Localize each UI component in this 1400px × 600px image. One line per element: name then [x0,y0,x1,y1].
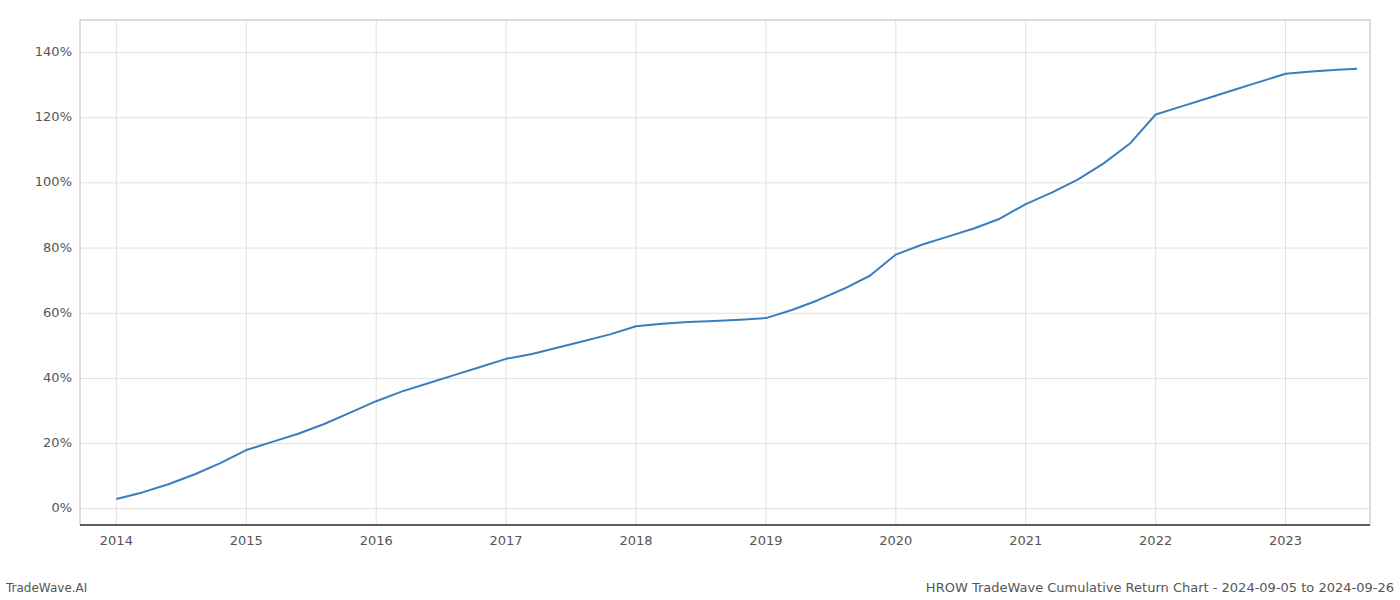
texts: TradeWave.AI HROW TradeWave Cumulative Re… [5,580,1394,595]
x-tick-label: 2020 [879,533,912,548]
y-tick-label: 20% [43,435,72,450]
x-grid-line [765,20,766,525]
y-tick-label: 40% [43,370,72,385]
x-tick-label: 2017 [490,533,523,548]
y-tick-label: 60% [43,305,72,320]
y-tick-label: 120% [35,109,72,124]
chart: 0% 20% 40% 60% 80% 100% 120% 140% 2014 2015 2016 20… [0,0,1400,600]
x-tick-label: 2021 [1009,533,1042,548]
x-grid-line [1025,20,1026,525]
y-grid-line [80,52,1370,53]
data-layer [116,69,1357,499]
axes: 0% 20% 40% 60% 80% 100% 120% 140% 2014 2015 2016 20… [35,20,1370,548]
x-grid-line [506,20,507,525]
x-tick-label: 2015 [230,533,263,548]
grid [80,20,1370,525]
y-grid-line [80,117,1370,118]
y-tick-label: 140% [35,44,72,59]
x-tick-label: 2019 [749,533,782,548]
x-tick-label: 2016 [360,533,393,548]
y-tick-label: 100% [35,174,72,189]
y-tick-label: 80% [43,240,72,255]
footer: TradeWave.AI [5,581,87,595]
y-tick-label: 0% [51,500,72,515]
x-tick-label: 2014 [100,533,133,548]
x-tick-label: 2022 [1139,533,1172,548]
y-grid-line [80,378,1370,379]
y-grid-line [80,508,1370,509]
x-tick-label: 2018 [619,533,652,548]
plot-frame [80,20,1370,525]
x-grid-line [1155,20,1156,525]
x-tick-label: 2023 [1269,533,1302,548]
x-grid-line [376,20,377,525]
title: HROW TradeWave Cumulative Return Chart -… [926,580,1394,595]
line [116,69,1357,499]
x-grid-line [1285,20,1286,525]
page: {"chart_data": {"type": "line", "title":… [0,0,1400,600]
background [0,0,1400,600]
x-grid-line [895,20,896,525]
y-grid-line [80,313,1370,314]
y-grid-line [80,182,1370,183]
x-grid-line [636,20,637,525]
x-axis-line [80,524,1370,526]
y-grid-line [80,248,1370,249]
x-grid-line [116,20,117,525]
y-grid-line [80,443,1370,444]
